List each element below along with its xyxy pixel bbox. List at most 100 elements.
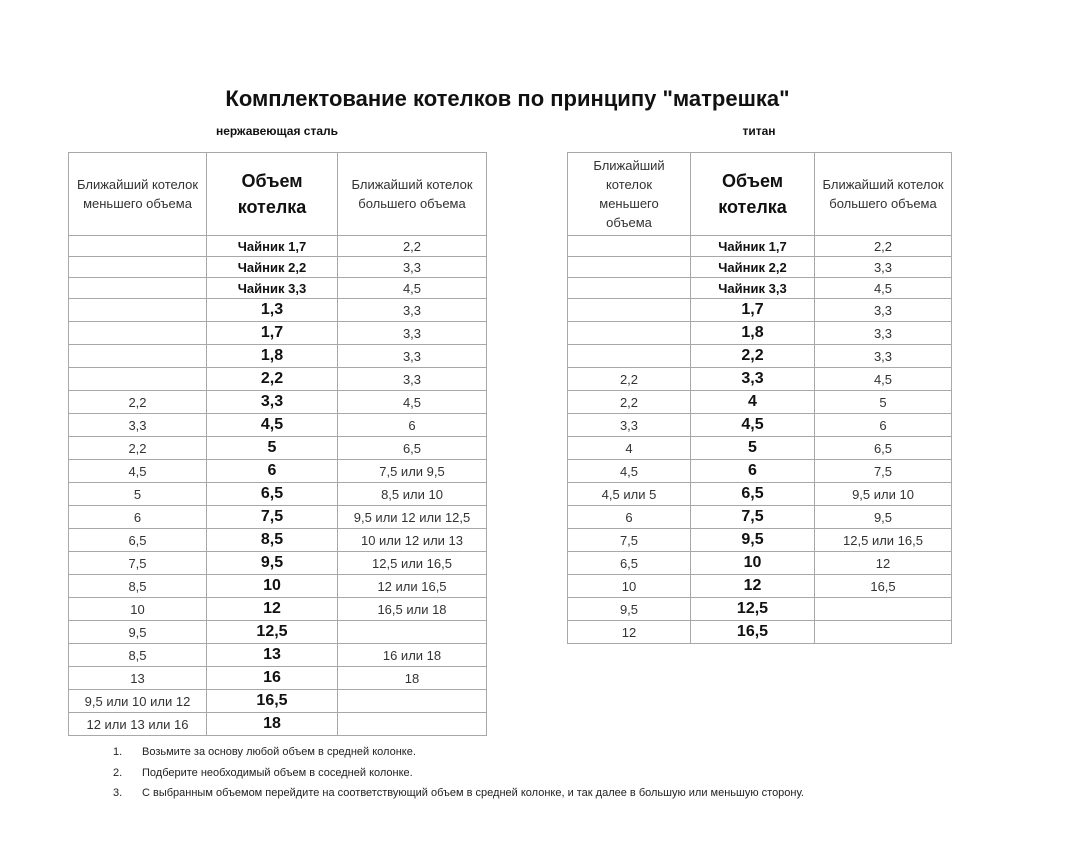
cell-volume: 10 xyxy=(690,551,815,575)
cell-larger xyxy=(814,597,952,621)
cell-volume: 4,5 xyxy=(206,413,338,437)
steel-table: Ближайший котелок меньшего объема Объем … xyxy=(68,152,487,736)
cell-volume: 1,3 xyxy=(206,298,338,322)
cell-larger: 16 или 18 xyxy=(337,643,487,667)
cell-smaller: 8,5 xyxy=(68,643,207,667)
cell-smaller: 12 или 13 или 16 xyxy=(68,712,207,736)
cell-volume: 1,7 xyxy=(206,321,338,345)
table-row: 4,5 6 7,5 или 9,5 xyxy=(68,459,487,483)
cell-volume: 8,5 xyxy=(206,528,338,552)
table-header-row: Ближайший котелок меньшего объема Объем … xyxy=(567,152,952,236)
cell-smaller: 7,5 xyxy=(567,528,691,552)
cell-smaller: 5 xyxy=(68,482,207,506)
cell-smaller: 10 xyxy=(567,574,691,598)
cell-smaller: 8,5 xyxy=(68,574,207,598)
cell-volume: 1,8 xyxy=(206,344,338,368)
table-row: 2,2 3,3 xyxy=(567,344,952,368)
cell-volume: 12,5 xyxy=(206,620,338,644)
table-row: 2,2 4 5 xyxy=(567,390,952,414)
titanium-table: Ближайший котелок меньшего объема Объем … xyxy=(567,152,952,644)
cell-volume: 16,5 xyxy=(690,620,815,644)
cell-volume: 5 xyxy=(690,436,815,460)
cell-larger xyxy=(814,620,952,644)
cell-larger: 6 xyxy=(814,413,952,437)
cell-volume: 4 xyxy=(690,390,815,414)
cell-larger: 4,5 xyxy=(337,390,487,414)
cell-smaller: 4 xyxy=(567,436,691,460)
table-row: Чайник 3,3 4,5 xyxy=(68,277,487,299)
cell-smaller xyxy=(567,344,691,368)
cell-larger: 9,5 xyxy=(814,505,952,529)
table-row: 2,2 3,3 4,5 xyxy=(68,390,487,414)
header-smaller: Ближайший котелок меньшего объема xyxy=(68,152,207,236)
cell-larger: 4,5 xyxy=(814,367,952,391)
cell-volume: 7,5 xyxy=(206,505,338,529)
header-larger: Ближайший котелок большего объема xyxy=(337,152,487,236)
cell-larger xyxy=(337,712,487,736)
document-title: Комплектование котелков по принципу "мат… xyxy=(225,86,790,111)
cell-larger: 9,5 или 10 xyxy=(814,482,952,506)
table-row: 6 7,5 9,5 xyxy=(567,505,952,529)
cell-smaller xyxy=(567,256,691,278)
table-row: 3,3 4,5 6 xyxy=(68,413,487,437)
table-row: 2,2 5 6,5 xyxy=(68,436,487,460)
table-row: 9,5 или 10 или 12 16,5 xyxy=(68,689,487,713)
cell-larger: 4,5 xyxy=(337,277,487,299)
steel-table-label: нержавеющая сталь xyxy=(215,124,339,138)
table-row: 8,5 10 12 или 16,5 xyxy=(68,574,487,598)
cell-volume: 12 xyxy=(206,597,338,621)
cell-smaller xyxy=(68,256,207,278)
cell-smaller xyxy=(68,367,207,391)
cell-smaller: 6 xyxy=(68,505,207,529)
table-row: Чайник 2,2 3,3 xyxy=(68,256,487,278)
header-smaller: Ближайший котелок меньшего объема xyxy=(567,152,691,236)
note-text: Возьмите за основу любой объем в средней… xyxy=(142,746,416,758)
table-row: 4,5 или 5 6,5 9,5 или 10 xyxy=(567,482,952,506)
cell-volume: 6 xyxy=(690,459,815,483)
cell-smaller: 4,5 xyxy=(68,459,207,483)
cell-larger: 3,3 xyxy=(337,344,487,368)
cell-smaller: 9,5 xyxy=(567,597,691,621)
cell-smaller xyxy=(68,277,207,299)
note-number: 1. xyxy=(113,746,123,758)
cell-larger: 3,3 xyxy=(337,367,487,391)
cell-smaller: 3,3 xyxy=(68,413,207,437)
cell-larger: 12 xyxy=(814,551,952,575)
cell-smaller: 6 xyxy=(567,505,691,529)
table-row: 9,5 12,5 xyxy=(68,620,487,644)
table-row: 1,7 3,3 xyxy=(68,321,487,345)
table-row: 9,5 12,5 xyxy=(567,597,952,621)
cell-larger: 7,5 xyxy=(814,459,952,483)
table-row: 4,5 6 7,5 xyxy=(567,459,952,483)
instruction-item: 2. Подберите необходимый объем в соседней… xyxy=(113,767,804,788)
cell-volume: 7,5 xyxy=(690,505,815,529)
cell-smaller: 2,2 xyxy=(68,436,207,460)
cell-larger: 3,3 xyxy=(337,256,487,278)
cell-larger: 6 xyxy=(337,413,487,437)
cell-larger: 10 или 12 или 13 xyxy=(337,528,487,552)
cell-smaller: 4,5 xyxy=(567,459,691,483)
cell-larger: 3,3 xyxy=(814,256,952,278)
cell-larger xyxy=(337,620,487,644)
cell-larger: 3,3 xyxy=(814,298,952,322)
table-row: 2,2 3,3 xyxy=(68,367,487,391)
cell-smaller: 13 xyxy=(68,666,207,690)
table-row: Чайник 1,7 2,2 xyxy=(567,235,952,257)
cell-volume: Чайник 3,3 xyxy=(206,277,338,299)
cell-volume: 3,3 xyxy=(206,390,338,414)
cell-volume: Чайник 2,2 xyxy=(206,256,338,278)
cell-larger: 16,5 или 18 xyxy=(337,597,487,621)
cell-smaller: 4,5 или 5 xyxy=(567,482,691,506)
cell-smaller xyxy=(68,235,207,257)
cell-smaller: 9,5 или 10 или 12 xyxy=(68,689,207,713)
cell-smaller: 3,3 xyxy=(567,413,691,437)
cell-volume: 5 xyxy=(206,436,338,460)
table-row: Чайник 3,3 4,5 xyxy=(567,277,952,299)
instructions-list: 1. Возьмите за основу любой объем в средн… xyxy=(113,746,804,808)
cell-larger: 8,5 или 10 xyxy=(337,482,487,506)
titanium-table-label: титан xyxy=(742,124,776,138)
cell-volume: 1,7 xyxy=(690,298,815,322)
cell-larger: 3,3 xyxy=(814,321,952,345)
cell-larger: 12,5 или 16,5 xyxy=(337,551,487,575)
